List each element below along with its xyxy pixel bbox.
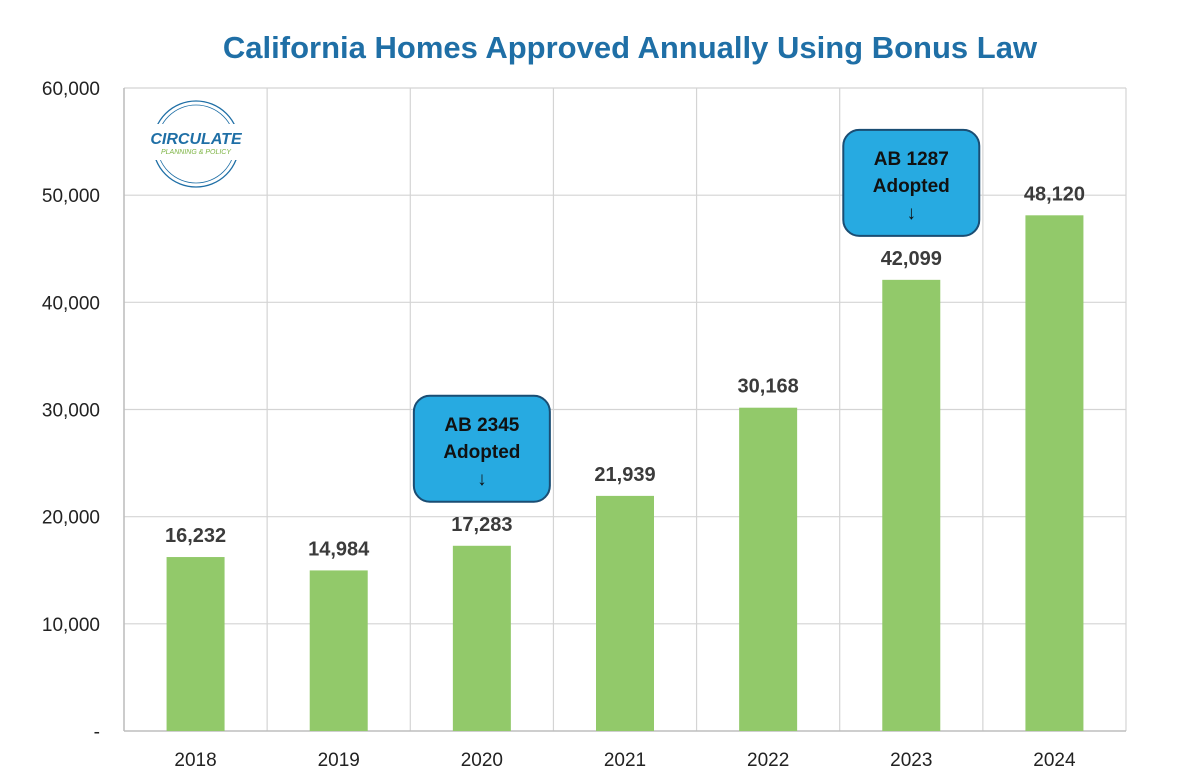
y-tick-label: - xyxy=(94,722,100,743)
y-tick-label: 40,000 xyxy=(42,293,100,314)
logo-mask xyxy=(140,124,252,160)
bar-2018 xyxy=(166,557,225,731)
annotation-text: Adopted xyxy=(443,442,520,463)
annotation-2023: AB 1287 Adopted ↓ xyxy=(842,128,981,237)
bar-2020 xyxy=(452,545,511,731)
down-arrow-icon: ↓ xyxy=(477,469,487,490)
bar-2021 xyxy=(596,495,654,731)
y-tick-label: 10,000 xyxy=(42,615,100,636)
gridlines xyxy=(123,87,1127,731)
y-tick-label: 30,000 xyxy=(42,401,100,422)
bars xyxy=(166,215,1084,732)
x-tick-label-2019: 2019 xyxy=(318,750,360,771)
data-label-2021: 21,939 xyxy=(594,464,655,486)
bar-2023 xyxy=(882,279,941,731)
annotation-box xyxy=(842,128,981,237)
annotation-box xyxy=(412,394,551,503)
bar-2024 xyxy=(1025,215,1084,732)
x-tick-label-2020: 2020 xyxy=(461,750,503,771)
chart-title: California Homes Approved Annually Using… xyxy=(223,30,1038,65)
y-tick-label: 50,000 xyxy=(42,186,100,207)
annotation-2020: AB 2345 Adopted ↓ xyxy=(412,394,551,503)
bar-2019 xyxy=(309,570,368,731)
axes: - 10,000 20,000 30,000 40,000 50,000 60,000 201… xyxy=(42,79,1126,771)
annotation-text: Adopted xyxy=(873,176,950,197)
data-label-2018: 16,232 xyxy=(165,525,226,547)
data-label-2020: 17,283 xyxy=(451,514,512,536)
x-tick-label-2018: 2018 xyxy=(174,750,216,771)
x-tick-label-2021: 2021 xyxy=(604,750,646,771)
annotation-text: AB 2345 xyxy=(444,415,519,436)
data-label-2024: 48,120 xyxy=(1024,183,1085,205)
down-arrow-icon: ↓ xyxy=(907,203,917,224)
data-label-2023: 42,099 xyxy=(881,248,942,270)
annotation-text: AB 1287 xyxy=(874,149,949,170)
x-tick-label-2022: 2022 xyxy=(747,750,789,771)
annotations: AB 2345 Adopted ↓ AB 1287 Adopted ↓ xyxy=(412,128,981,503)
data-labels: 16,232 14,984 17,283 21,939 30,168 42,099 48,1… xyxy=(165,183,1085,560)
data-label-2022: 30,168 xyxy=(738,376,799,398)
y-tick-label: 60,000 xyxy=(42,79,100,100)
x-tick-label-2024: 2024 xyxy=(1033,750,1076,771)
x-tick-label-2023: 2023 xyxy=(890,750,932,771)
circulate-logo: CIRCULATE PLANNING & POLICY xyxy=(140,100,252,188)
data-label-2019: 14,984 xyxy=(308,538,370,560)
y-tick-label: 20,000 xyxy=(42,508,100,529)
logo-tagline: PLANNING & POLICY xyxy=(161,149,232,156)
bar-2022 xyxy=(739,407,798,731)
logo-name: CIRCULATE xyxy=(150,131,243,148)
